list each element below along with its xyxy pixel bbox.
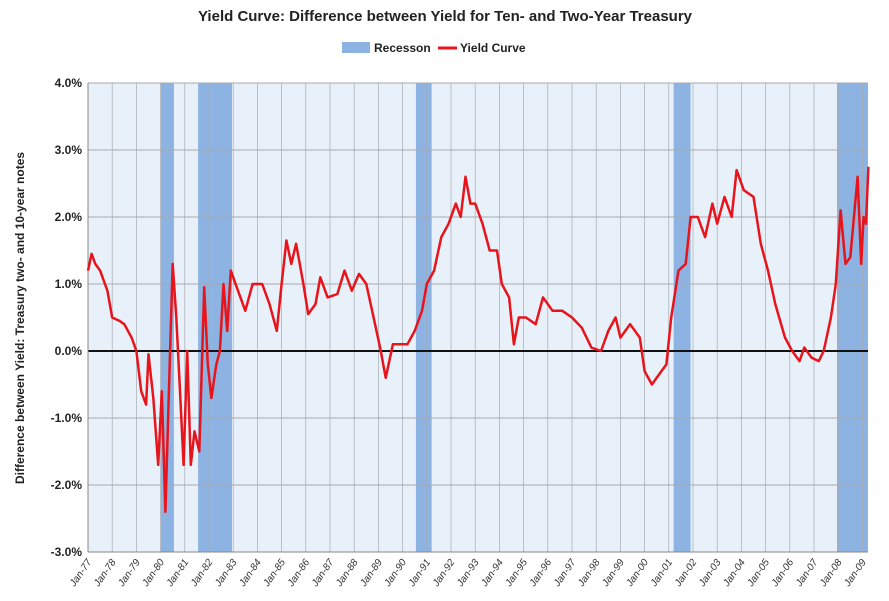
y-tick-label: 2.0% [55,210,83,224]
x-tick-label: Jan-81 [164,557,191,589]
legend-recession-label: Recesson [374,41,431,55]
x-tick-label: Jan-94 [479,557,506,590]
plot-area [86,82,870,553]
x-tick-label: Jan-85 [261,557,288,590]
x-tick-label: Jan-86 [285,557,312,590]
x-tick-label: Jan-01 [648,557,675,589]
y-tick-label: 1.0% [55,277,83,291]
legend-recession-swatch [342,42,370,53]
x-tick-label: Jan-07 [793,557,820,590]
y-tick-label: -1.0% [51,411,83,425]
x-tick-label: Jan-08 [818,557,845,590]
recession-band [673,83,691,552]
x-tick-label: Jan-88 [334,557,361,590]
x-tick-label: Jan-84 [237,557,264,590]
x-tick-label: Jan-96 [527,557,554,590]
x-tick-label: Jan-78 [92,557,119,590]
x-tick-label: Jan-90 [382,557,409,590]
x-tick-label: Jan-09 [842,557,869,590]
x-tick-label: Jan-77 [67,557,94,590]
y-axis-label: Difference between Yield: Treasury two- … [13,152,27,484]
x-tick-label: Jan-02 [672,557,699,590]
x-tick-label: Jan-79 [116,557,143,590]
x-tick-label: Jan-95 [503,557,530,590]
x-tick-label: Jan-03 [697,557,724,590]
x-tick-label: Jan-91 [406,557,433,589]
x-tick-label: Jan-05 [745,557,772,590]
x-tick-label: Jan-97 [551,557,578,590]
x-tick-label: Jan-92 [430,557,457,590]
legend-yield-curve-label: Yield Curve [460,41,526,55]
y-tick-label: 0.0% [55,344,83,358]
x-axis-ticks: Jan-77Jan-78Jan-79Jan-80Jan-81Jan-82Jan-… [67,557,869,590]
y-axis-ticks: 4.0% 3.0% 2.0% 1.0% 0.0% -1.0% -2.0% -3.0% [51,76,83,559]
x-tick-label: Jan-06 [769,557,796,590]
recession-band [415,83,432,552]
y-tick-label: 4.0% [55,76,83,90]
y-tick-label: 3.0% [55,143,83,157]
recession-band [836,83,868,552]
x-tick-label: Jan-87 [309,557,336,590]
x-tick-label: Jan-99 [600,557,627,590]
chart-title: Yield Curve: Difference between Yield fo… [198,8,693,25]
x-tick-label: Jan-93 [455,557,482,590]
x-tick-label: Jan-82 [188,557,215,590]
x-tick-label: Jan-83 [213,557,240,590]
x-tick-label: Jan-00 [624,557,651,590]
y-tick-label: -2.0% [51,478,83,492]
legend: Recesson Yield Curve [342,41,526,55]
y-tick-label: -3.0% [51,545,83,559]
x-tick-label: Jan-98 [576,557,603,590]
x-tick-label: Jan-80 [140,557,167,590]
x-tick-label: Jan-04 [721,557,748,590]
x-tick-label: Jan-89 [358,557,385,590]
